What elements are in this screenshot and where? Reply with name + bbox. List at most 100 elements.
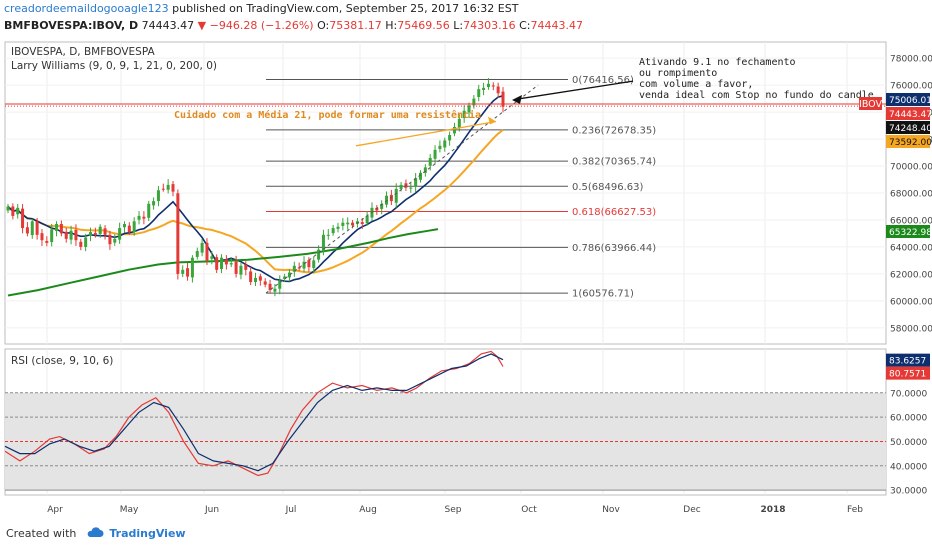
price-tags: 75006.01 74443.47 74248.40 73592.00 65322.98… (886, 93, 932, 380)
candle-body (40, 233, 44, 241)
candle-body (137, 215, 141, 220)
candle-body (142, 216, 146, 219)
annotation-line-1: Ativando 9.1 no fechamento (639, 57, 796, 68)
high-value: 75469.56 (397, 19, 450, 32)
fibonacci-levels: 0(76416.56) 0.236(72678.35) 0.382(70365.74… (266, 75, 656, 300)
rsi-title: RSI (close, 9, 10, 6) (11, 355, 113, 367)
x-tick-label: Feb (847, 505, 863, 515)
y-tick-label: 68000.00 (890, 190, 932, 200)
y-tick-label: 64000.00 (890, 243, 932, 253)
last-price: 74443.47 (141, 19, 195, 32)
candle-body (234, 261, 238, 274)
symbol-quote-line: BMFBOVESPA:IBOV, D 74443.47 ▼ −946.28 (−… (4, 19, 583, 32)
indicator-label: Larry Williams (9, 0, 9, 1, 21, 0, 200, … (11, 60, 217, 72)
x-tick-label: Oct (521, 505, 537, 515)
candle-body (88, 232, 93, 236)
price-axis[interactable]: 58000.00 60000.00 62000.00 64000.00 66000.00… (890, 55, 932, 497)
chart-area[interactable]: 0(76416.56) 0.236(72678.35) 0.382(70365.74… (0, 38, 932, 523)
candle-body (283, 276, 287, 280)
price-tag-box (886, 135, 930, 148)
open-label: O: (317, 19, 330, 32)
candle-body (477, 89, 481, 98)
x-tick-label: Apr (47, 505, 63, 515)
candle-body (336, 226, 340, 229)
ibov-tag (859, 97, 882, 110)
candle-body (433, 149, 437, 159)
candle-body (331, 228, 335, 234)
candle-body (389, 194, 393, 202)
candle-body (317, 249, 321, 260)
candle-body (355, 221, 359, 224)
rsi-tag-box (886, 353, 930, 367)
candle-body (215, 257, 219, 270)
candle-body (486, 83, 490, 88)
candle-body (438, 145, 442, 150)
candle-body (258, 276, 262, 281)
candle-body (224, 259, 228, 265)
fib-level-label: 1(60576.71) (572, 289, 634, 300)
drawings (5, 80, 886, 294)
candle-body (6, 206, 10, 211)
candle-body (147, 203, 151, 218)
time-axis[interactable]: Apr May Jun Jul Aug Sep Oct Nov Dec 2018 Feb (47, 505, 863, 515)
candle-body (186, 268, 190, 277)
cloud-icon (86, 527, 104, 541)
candle-body (45, 240, 49, 243)
candle-body (351, 222, 355, 226)
candle-body (205, 242, 209, 261)
fib-level-label: 0.236(72678.35) (572, 125, 656, 136)
orange-arrow-line (355, 120, 497, 147)
candle-body (108, 234, 112, 245)
candle-body (244, 264, 248, 270)
candle-body (84, 237, 88, 247)
fib-level-label: 0.5(68496.63) (572, 182, 644, 193)
candle-body (501, 91, 505, 107)
candle-body (292, 265, 296, 272)
candle-body (414, 178, 418, 187)
candle-body (462, 110, 466, 119)
author-link[interactable]: creadordeemaildogooagle123 (4, 2, 169, 15)
x-tick-label: Jul (285, 505, 297, 515)
candle-body (428, 157, 432, 166)
candle-body (176, 193, 180, 274)
candle-body (239, 265, 243, 275)
high-label: H: (385, 19, 398, 32)
tradingview-brand[interactable]: TradingView (109, 527, 186, 540)
rsi-lines (4, 350, 504, 477)
fib-level-label: 0.382(70365.74) (572, 157, 656, 168)
candle-body (287, 272, 291, 278)
candle-body (161, 188, 165, 190)
down-triangle-icon: ▼ (197, 19, 207, 32)
candle-body (457, 118, 461, 128)
candle-body (220, 257, 224, 270)
candle-body (375, 207, 379, 211)
candle-body (467, 105, 471, 113)
candle-body (341, 222, 345, 226)
y-tick-label: 60000.00 (890, 297, 932, 307)
candle-body (79, 241, 83, 247)
candle-body (302, 261, 306, 269)
price-tag-label: 65322.98 (889, 228, 932, 238)
publish-text: published on TradingView.com, September … (172, 2, 519, 15)
candle-body (297, 267, 301, 269)
candle-body (496, 86, 500, 94)
candle-body (11, 206, 15, 216)
candle-body (482, 87, 486, 90)
annotation-line-4: venda ideal com Stop no fundo do candle (639, 90, 874, 101)
candle-body (50, 229, 54, 243)
candle-body (122, 224, 126, 228)
x-tick-label: Nov (602, 505, 620, 515)
candle-body (210, 256, 214, 259)
rsi-series-line (4, 350, 504, 477)
ma200-line (7, 228, 439, 297)
candle-body (30, 221, 34, 236)
close-value: 74443.47 (530, 19, 583, 32)
candles (6, 78, 505, 297)
warning-text: Cuidado com a Média 21, pode formar uma … (174, 109, 481, 121)
candle-body (156, 190, 160, 202)
candle-body (35, 221, 39, 235)
candle-body (152, 201, 156, 206)
candle-body (253, 277, 258, 282)
candle-body (278, 280, 282, 289)
candle-body (326, 234, 330, 236)
